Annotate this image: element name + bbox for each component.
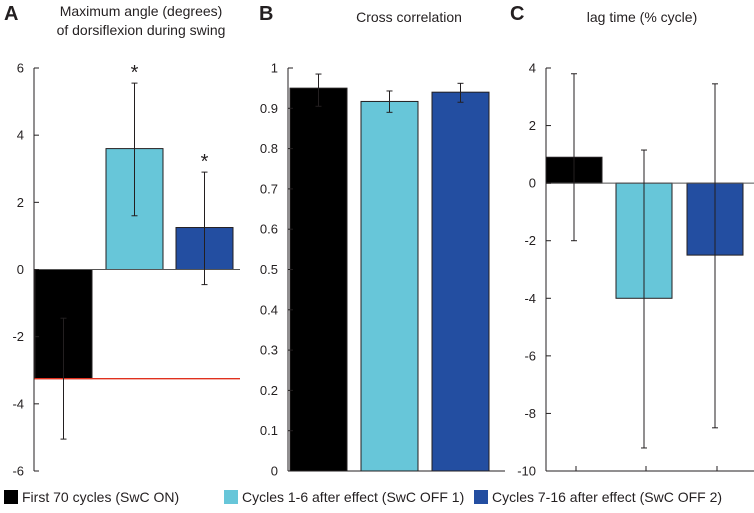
y-tick-label: 0.8: [260, 141, 278, 156]
bar-b-3: [431, 91, 490, 472]
y-tick-label: 0.1: [260, 423, 278, 438]
y-tick-label: 0.9: [260, 101, 278, 116]
significance-marker: *: [201, 151, 209, 173]
y-tick-label: -2: [12, 329, 24, 344]
panel-a-plot: * * -6 -4 -2 0 2 4 6: [12, 61, 240, 479]
y-tick-label: 0.4: [260, 302, 278, 317]
y-tick-label: 0.5: [260, 262, 278, 277]
panel-b-plot: 0 0.1 0.2 0.3 0.4 0.5 0.6 0.7 0.8 0.9 1: [260, 61, 505, 479]
panel-a-title-line-1: Maximum angle (degrees): [60, 3, 223, 19]
y-tick-label: 0: [17, 262, 24, 277]
significance-marker: *: [131, 62, 139, 84]
y-tick-label: 0.6: [260, 222, 278, 237]
legend-label-3: Cycles 7-16 after effect (SwC OFF 2): [492, 489, 722, 505]
y-tick-label: 0: [271, 464, 278, 479]
y-tick-label: -4: [12, 396, 24, 411]
y-tick-label: -2: [524, 233, 536, 248]
y-tick-label: 0: [529, 176, 536, 191]
y-tick-label: -8: [524, 406, 536, 421]
panel-c-plot: -10 -8 -6 -4 -2 0 2 4: [517, 61, 754, 479]
panel-b-label: B: [259, 3, 273, 25]
legend-swatch-2: [224, 490, 238, 504]
panel-c-title: lag time (% cycle): [587, 9, 697, 25]
y-tick-label: 2: [529, 118, 536, 133]
legend-label-2: Cycles 1-6 after effect (SwC OFF 1): [242, 489, 464, 505]
bar-b-1: [289, 87, 348, 472]
y-tick-label: 1: [271, 61, 278, 76]
panel-b-title: Cross correlation: [356, 9, 462, 25]
y-tick-label: -10: [517, 464, 536, 479]
y-tick-label: 0.2: [260, 383, 278, 398]
legend-swatch-3: [474, 490, 488, 504]
legend: First 70 cycles (SwC ON) Cycles 1-6 after…: [4, 489, 722, 505]
y-tick-label: 0.3: [260, 343, 278, 358]
panel-a: A Maximum angle (degrees) of dorsiflexio…: [4, 3, 240, 479]
y-tick-label: 4: [17, 128, 24, 143]
y-tick-label: -6: [524, 348, 536, 363]
y-tick-label: 2: [17, 195, 24, 210]
y-tick-label: -4: [524, 291, 536, 306]
y-tick-label: -6: [12, 464, 24, 479]
panel-c-label: C: [510, 3, 524, 25]
bar-b-2: [360, 100, 419, 472]
panel-a-title-line-2: of dorsiflexion during swing: [57, 22, 226, 38]
y-tick-label: 6: [17, 61, 24, 76]
y-tick-label: 0.7: [260, 181, 278, 196]
y-tick-label: 4: [529, 61, 536, 76]
panel-b: B Cross correlation 00.10.20.30.40.50.60…: [259, 3, 505, 479]
panel-c: C lag time (% cycle) -10 -8 -6 -4 -2 0 2 4: [510, 3, 754, 479]
panel-a-label: A: [4, 3, 18, 25]
legend-swatch-1: [4, 490, 18, 504]
legend-label-1: First 70 cycles (SwC ON): [22, 489, 179, 505]
